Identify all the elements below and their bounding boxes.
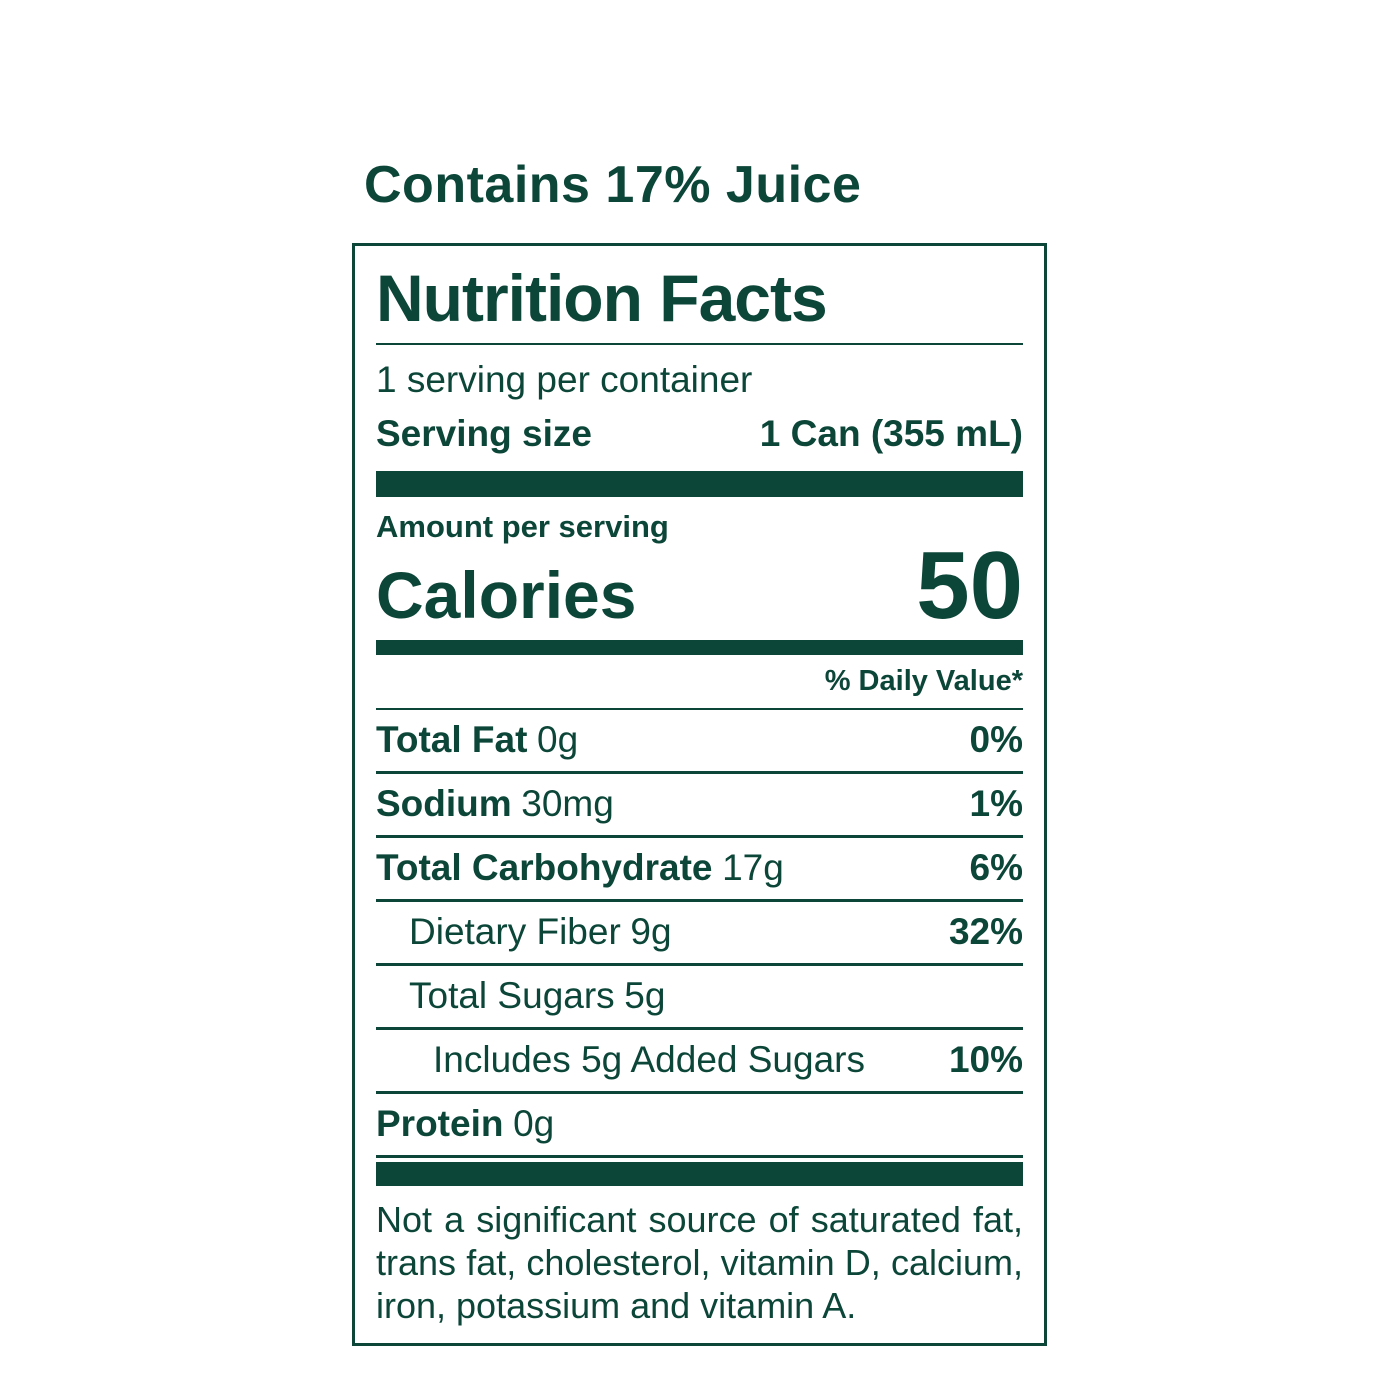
nutrition-facts-box: Nutrition Facts 1 serving per container … [352, 243, 1047, 1347]
nutrient-name: Total Sugars [409, 975, 615, 1017]
nutrition-facts-title: Nutrition Facts [376, 261, 828, 335]
serving-size-row: Serving size 1 Can (355 mL) [376, 413, 1023, 455]
nutrient-name-amount: Total Sugars 5g [376, 975, 665, 1017]
nutrient-amount: 17g [722, 847, 784, 889]
footnote: Not a significant source of saturated fa… [376, 1198, 1023, 1327]
nutrient-name-amount: Total Carbohydrate 17g [376, 847, 784, 889]
nutrient-name: Total Fat [376, 719, 528, 761]
thick-separator-bar-top [376, 471, 1023, 498]
amount-per-serving-label: Amount per serving [376, 509, 669, 545]
nutrient-name-amount: Total Fat 0g [376, 719, 578, 761]
nutrient-row-total-fat: Total Fat 0g 0% [376, 710, 1023, 775]
footnote-line: iron, potassium and vitamin A. [376, 1285, 857, 1327]
calories-label: Calories [376, 558, 637, 633]
nutrient-row-added-sugars: Includes 5g Added Sugars 10% [376, 1030, 1023, 1095]
nutrient-row-protein: Protein 0g [376, 1094, 1023, 1159]
nutrient-name-amount: Dietary Fiber 9g [376, 911, 672, 953]
nutrient-row-total-carbohydrate: Total Carbohydrate 17g 6% [376, 838, 1023, 903]
nutrient-name: Sodium [376, 783, 512, 825]
servings-per-container: 1 serving per container [376, 359, 753, 401]
nutrient-daily-value: 10% [948, 1039, 1023, 1081]
thick-separator-bar-bottom [376, 1162, 1023, 1187]
contains-juice-text: Contains 17% Juice [364, 156, 862, 214]
nutrient-row-dietary-fiber: Dietary Fiber 9g 32% [376, 902, 1023, 967]
serving-size-label: Serving size [376, 413, 592, 455]
nutrient-amount: 9g [630, 911, 672, 953]
nutrient-amount: 30mg [521, 783, 614, 825]
nutrient-amount: 5g [624, 975, 666, 1017]
serving-size-value: 1 Can (355 mL) [759, 413, 1023, 455]
nutrient-name-amount: Includes 5g Added Sugars [376, 1039, 865, 1081]
medium-separator-bar [376, 640, 1023, 656]
nutrient-daily-value: 6% [969, 847, 1023, 889]
footnote-line: trans fat, cholesterol, vitamin D, calci… [376, 1242, 1023, 1284]
daily-value-header: % Daily Value* [376, 665, 1023, 711]
nutrient-daily-value: 32% [948, 911, 1023, 953]
nutrient-amount: 0g [513, 1103, 555, 1145]
nutrient-amount: 0g [537, 719, 579, 761]
nutrient-row-total-sugars: Total Sugars 5g [376, 966, 1023, 1031]
nutrient-row-sodium: Sodium 30mg 1% [376, 774, 1023, 839]
nutrient-name-amount: Sodium 30mg [376, 783, 614, 825]
nutrient-name: Includes 5g Added Sugars [433, 1039, 865, 1081]
footnote-line: Not a significant source of saturated fa… [376, 1199, 1023, 1241]
nutrient-name: Dietary Fiber [409, 911, 621, 953]
calories-row: Calories 50 [376, 532, 1023, 640]
nutrient-name: Protein [376, 1103, 504, 1145]
nutrient-daily-value: 0% [969, 719, 1023, 761]
nutrient-name: Total Carbohydrate [376, 847, 713, 889]
nutrition-panel: Contains 17% Juice Nutrition Facts 1 ser… [352, 155, 1047, 1347]
calories-value: 50 [916, 532, 1023, 640]
nutrient-name-amount: Protein 0g [376, 1103, 554, 1145]
nutrient-daily-value: 1% [969, 783, 1023, 825]
divider-under-title [376, 343, 1023, 346]
